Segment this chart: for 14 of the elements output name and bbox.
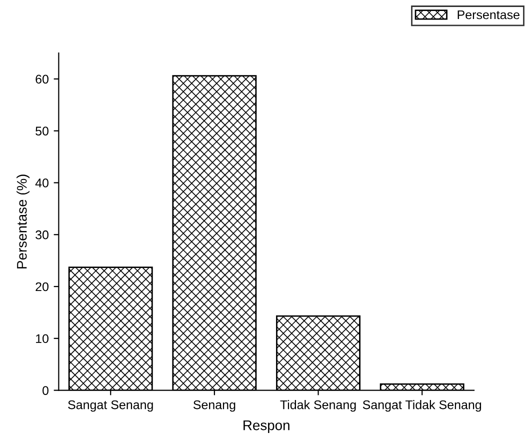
y-tick-label: 0 [42,386,48,395]
x-tick-label: Sangat Tidak Senang [362,400,482,412]
y-tick-label: 40 [35,178,48,188]
legend-label: Persentase [458,10,520,20]
x-tick-label: Senang [193,400,236,412]
x-axis-title: Respon [244,420,290,433]
y-tick-label: 30 [36,230,48,240]
x-tick-label: Tidak Senang [280,400,356,412]
y-axis-title: Persentase (%) [16,174,30,268]
y-tick-label: 50 [36,126,48,136]
x-tick-label: Sangat Senang [68,400,153,412]
y-tick-label: 10 [36,334,48,344]
y-tick-label: 20 [36,282,48,292]
y-tick-label: 60 [36,74,48,84]
